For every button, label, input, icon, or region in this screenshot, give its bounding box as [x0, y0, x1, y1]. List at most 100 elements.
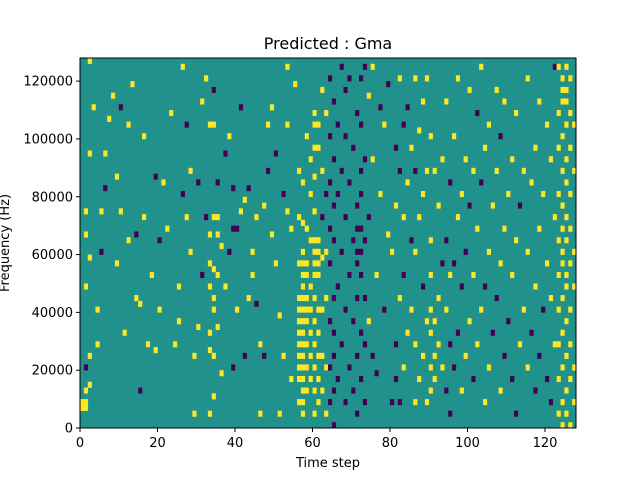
heatmap-cell [355, 225, 360, 232]
heatmap-cell [103, 185, 108, 192]
heatmap-cell [324, 295, 329, 302]
heatmap-cell [312, 110, 317, 117]
heatmap-cell [351, 237, 356, 244]
heatmap-cell [80, 399, 85, 406]
heatmap-cell [331, 98, 337, 105]
heatmap-cell [424, 167, 430, 174]
heatmap-cell [300, 179, 306, 186]
heatmap-cell [312, 237, 317, 244]
heatmap-cell [351, 318, 356, 325]
heatmap-cell [324, 364, 329, 371]
heatmap-cell [99, 208, 104, 215]
heatmap-cell [250, 271, 255, 278]
heatmap-cell [533, 144, 538, 151]
heatmap-cell [316, 237, 321, 244]
heatmap-cell [211, 214, 216, 221]
x-tick-label: 80 [382, 436, 399, 451]
heatmap-cell [343, 306, 348, 313]
heatmap-cell [289, 375, 294, 383]
heatmap-cell [397, 75, 402, 82]
heatmap-cell [300, 364, 306, 371]
heatmap-cell [184, 214, 189, 221]
heatmap-cell [552, 63, 557, 70]
heatmap-cell [254, 214, 259, 221]
heatmap-cell [304, 260, 309, 267]
heatmap-cell [432, 375, 437, 383]
heatmap-cell [436, 341, 441, 348]
heatmap-cell [498, 260, 503, 267]
heatmap-cell [556, 63, 561, 70]
heatmap-cell [308, 329, 313, 336]
heatmap-cell [502, 352, 507, 359]
heatmap-cell [83, 404, 89, 411]
heatmap-cell [215, 179, 220, 186]
heatmap-cell [262, 202, 267, 209]
heatmap-cell [339, 341, 344, 348]
heatmap-cell [308, 237, 313, 244]
heatmap-cell [207, 260, 213, 267]
heatmap-cell [204, 75, 209, 82]
heatmap-cell [455, 75, 461, 82]
heatmap-cell [300, 341, 306, 348]
heatmap-cell [556, 306, 561, 313]
heatmap-cell [421, 98, 426, 105]
heatmap-cell [428, 387, 433, 394]
heatmap-cell [413, 399, 418, 406]
heatmap-cell [304, 341, 309, 348]
heatmap-cell [312, 260, 317, 267]
heatmap-cell [320, 387, 325, 394]
heatmap-cell [362, 399, 368, 406]
heatmap-cell [297, 375, 302, 383]
heatmap-cell [502, 225, 507, 232]
heatmap-cell [428, 364, 433, 371]
heatmap-cell [467, 318, 472, 325]
heatmap-cell [444, 387, 449, 394]
heatmap-cell [572, 283, 577, 290]
heatmap-cell [471, 375, 476, 383]
heatmap-cell [347, 364, 352, 371]
heatmap-cell [475, 110, 480, 117]
heatmap-cell [359, 75, 364, 82]
heatmap-cell [533, 387, 538, 394]
heatmap-cell [297, 167, 302, 174]
y-tick-label: 40000 [32, 306, 73, 321]
heatmap-cell [192, 410, 197, 417]
heatmap-cell [328, 399, 333, 406]
heatmap-cell [448, 271, 453, 278]
heatmap-cell [428, 271, 433, 278]
heatmap-cell [207, 347, 213, 354]
heatmap-cell [560, 248, 565, 255]
heatmap-cell [142, 133, 147, 140]
heatmap-cell [355, 260, 360, 267]
y-tick-label: 20000 [32, 364, 73, 379]
heatmap-cell [215, 271, 220, 278]
heatmap-cell [374, 271, 379, 278]
x-tick-label: 20 [149, 436, 166, 451]
heatmap-cell [83, 208, 89, 215]
heatmap-cell [560, 260, 565, 267]
heatmap-cell [568, 144, 573, 151]
heatmap-cell [560, 133, 565, 140]
heatmap-cell [312, 144, 317, 151]
heatmap-cell [521, 167, 526, 174]
heatmap-cell [405, 179, 410, 186]
heatmap-cell [126, 121, 131, 128]
heatmap-cell [114, 173, 120, 180]
heatmap-cell [316, 144, 321, 151]
heatmap-cell [235, 306, 240, 313]
heatmap-cell [479, 63, 484, 70]
heatmap-cell [448, 410, 453, 417]
heatmap-cell [297, 318, 302, 325]
heatmap-cell [401, 214, 406, 221]
heatmap-cell [138, 300, 143, 307]
heatmap-cell [413, 167, 418, 174]
heatmap-cell [556, 110, 561, 117]
heatmap-cell [308, 190, 313, 198]
chart-title: Predicted : Gma [264, 34, 392, 53]
heatmap-cell [207, 329, 213, 336]
heatmap-cell [258, 410, 263, 417]
heatmap-cell [242, 196, 247, 203]
heatmap-cell [300, 387, 306, 394]
heatmap-cell [564, 283, 569, 290]
